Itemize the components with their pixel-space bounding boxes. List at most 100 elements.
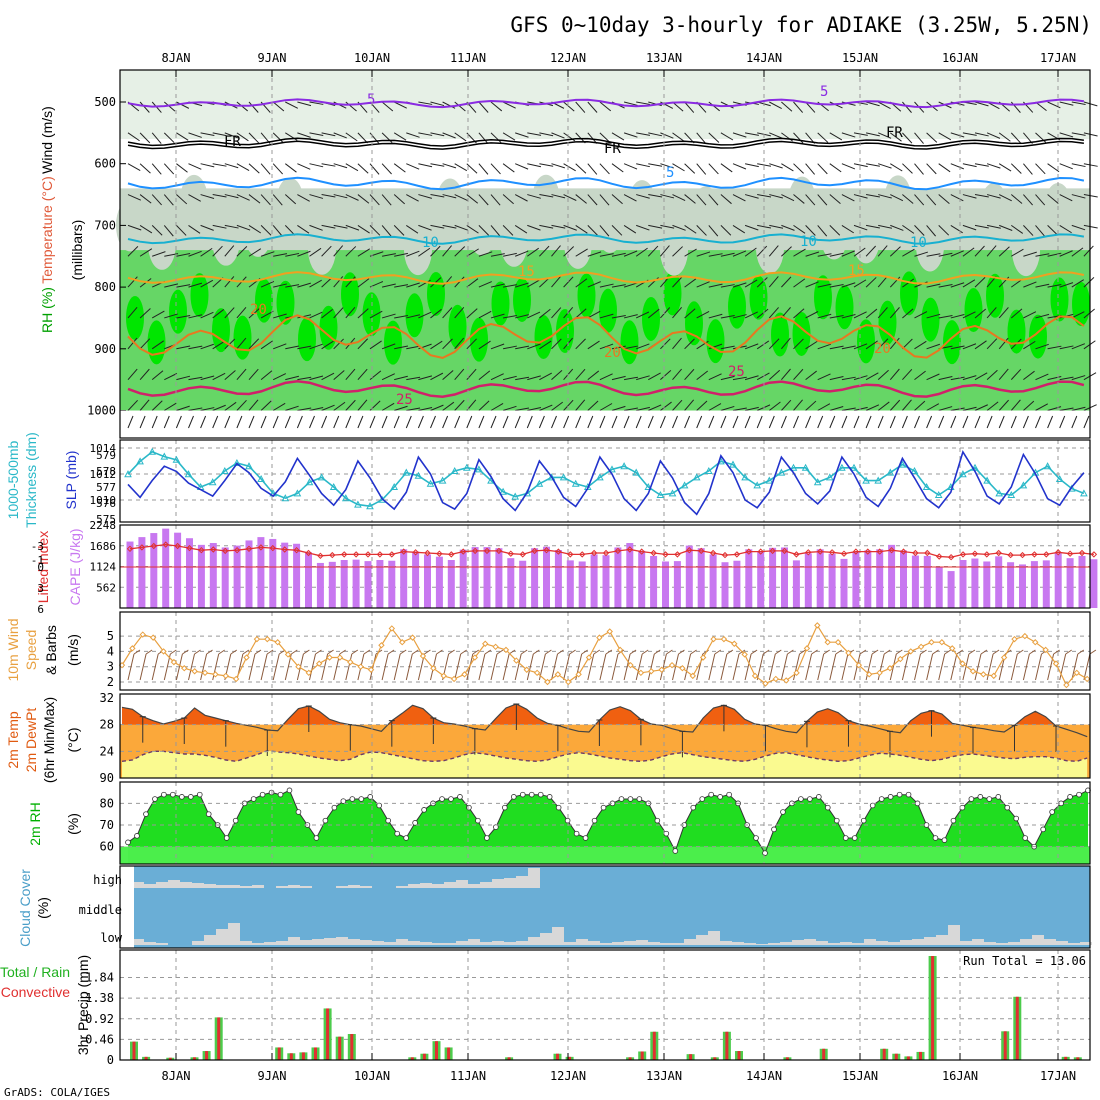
wind-barb [769,132,783,139]
wind-barb [1010,399,1021,411]
wind-barb [321,277,333,288]
wind-barb [636,406,650,411]
wind-barb [974,194,989,198]
cloud-low-bar [132,939,144,945]
wind-barb [805,225,816,236]
wind-barb [502,163,515,173]
wind-barb [418,194,433,199]
wind-barb [587,225,598,236]
wind10-point [513,657,520,664]
wind10-ylabels: 10m Wind Speed & Barbs (m/s) [5,618,81,681]
wind10-barb-flag [472,649,480,655]
li-point [662,551,669,558]
wind-barb [527,343,541,350]
wind-barb [212,372,226,381]
wind-barb [914,225,925,236]
surface-barb [175,415,182,429]
wind-barb [950,163,964,170]
wind10-point [544,678,551,686]
surface-barb [514,415,521,429]
surface-barb [188,415,194,429]
wind-barb [442,132,456,139]
wind-barb [829,163,842,173]
thickness-line-point [414,471,423,479]
wind-barb [998,163,1012,172]
wind-barb [139,248,153,257]
wind10-barb [188,653,195,681]
wind-barb [442,163,457,169]
surface-barb [345,415,352,429]
wind-barb [1035,253,1050,257]
contour-label: FR [886,125,903,141]
surface-barb [1010,415,1017,429]
wind-barb [769,101,782,109]
wind-barb [877,401,890,411]
li-point [1078,549,1086,557]
wind-barb [599,194,610,206]
wind-barb [127,163,141,171]
wind-barb [575,399,586,411]
precip-conv-bar [652,1031,656,1060]
wind-barb [381,402,395,411]
cloud-high-bar [168,880,180,888]
wind-barb [599,403,613,411]
wind-barb [176,101,190,109]
wind-barb [756,372,770,381]
wind-barb [841,282,856,288]
wind-barb [406,407,421,411]
wind-barb [732,163,747,170]
wind-barb [236,337,247,350]
precip-conv-bar [822,1048,826,1060]
wind-barb [635,311,650,319]
rh2m-point [223,835,230,841]
wind10-point [492,643,499,651]
li-point [995,549,1002,557]
wind-barb [696,400,708,411]
rh-cell-70 [756,221,784,274]
wind-barb [805,311,819,319]
wind10-barb [756,653,764,681]
rh2m-point [842,835,849,841]
wind10-point [284,651,292,658]
wind-barb [962,163,977,168]
thickness-line-point [1019,481,1028,489]
wind10-barb [175,653,183,681]
cape-bar [864,550,872,608]
cloud-low-bar [564,942,576,945]
wind-barb [527,224,541,231]
wind10-barb [684,653,692,681]
precip-conv-bar [144,1056,148,1060]
wind-barb [636,343,650,350]
wind-barb [224,401,237,411]
wind-barb [127,306,138,319]
wind-barb [877,245,888,257]
wind-barb [902,368,913,380]
surface-barb [998,415,1005,429]
wind-barb [200,132,215,136]
rh-cell-90 [857,319,875,364]
wind-barb [938,252,953,257]
wind-barb [636,101,651,105]
wind10-point [295,663,302,670]
rh2m-point [851,835,858,841]
wind-barb [200,247,213,257]
wind-barb [1023,340,1036,350]
surface-barb [599,415,606,429]
wind-barb [696,251,711,257]
li-point [959,551,967,558]
wind-barb [696,132,707,144]
wind-barb [974,340,987,350]
wind-barb [611,163,624,173]
wind-barb [369,163,380,175]
rh2m-point [905,791,912,798]
wind-barb [333,245,344,257]
wind-barb [1059,282,1074,288]
wind-barb [309,224,323,231]
cloud-high-bar [192,883,204,888]
cape-bar [519,560,527,608]
li-point [281,546,288,553]
wind-barb [333,194,348,199]
wind10-point [845,649,852,657]
wind-barb [914,251,929,257]
wind10-barb-flag [133,649,141,655]
